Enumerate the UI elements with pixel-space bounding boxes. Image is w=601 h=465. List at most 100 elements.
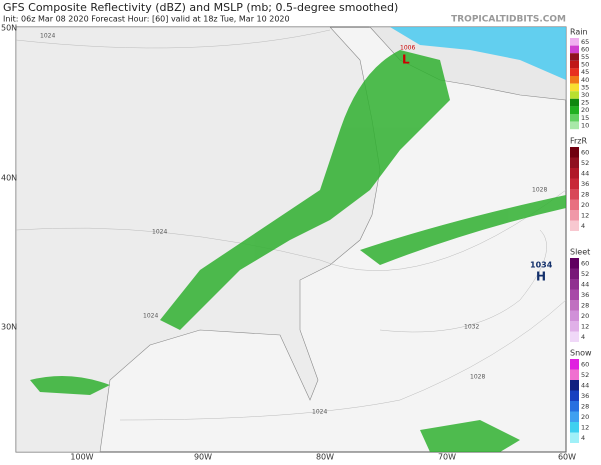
legend-swatch — [570, 331, 579, 342]
legend-swatch — [570, 411, 579, 422]
legend-label: 28 — [581, 402, 589, 410]
legend-label: 12 — [581, 322, 589, 330]
legend-swatch — [570, 321, 579, 332]
legend-swatch — [570, 380, 579, 391]
legend-swatch — [570, 106, 579, 114]
isobar-label: 1024 — [312, 409, 327, 416]
lon-label: 60W — [558, 453, 576, 462]
legend-label: 4 — [581, 333, 585, 341]
lon-label: 70W — [438, 453, 456, 462]
legend-swatch — [570, 279, 579, 290]
isobar-label: 1024 — [152, 229, 167, 236]
lon-label: 80W — [316, 453, 334, 462]
precip-snow — [390, 27, 566, 80]
legend-swatch — [570, 422, 579, 433]
legend-label: 60 — [581, 259, 589, 267]
legend-swatch — [570, 199, 579, 210]
legend-label: 10 — [581, 121, 589, 129]
legend-label: 44 — [581, 381, 589, 389]
legend-swatch — [570, 157, 579, 168]
legend-swatch — [570, 390, 579, 401]
legend-swatch — [570, 98, 579, 107]
legend-label: 60 — [581, 45, 589, 53]
legend-label: 36 — [581, 392, 589, 400]
legend-label: 50 — [581, 61, 589, 69]
legend-swatch — [570, 432, 579, 443]
legend-label: 12 — [581, 423, 589, 431]
title: GFS Composite Reflectivity (dBZ) and MSL… — [3, 1, 398, 14]
legend-label: 25 — [581, 99, 589, 107]
legend-title: Rain — [570, 28, 588, 37]
legend-label: 20 — [581, 413, 589, 421]
lon-label: 100W — [70, 453, 93, 462]
legend-swatch — [570, 83, 579, 92]
legend-label: 65 — [581, 38, 589, 46]
legend-swatch — [570, 76, 579, 84]
high-pressure: 1034 — [530, 261, 553, 270]
legend-title: Snow — [570, 349, 592, 358]
legend-swatch — [570, 401, 579, 412]
legend-label: 4 — [581, 222, 585, 230]
watermark: TROPICALTIDBITS.COM — [451, 15, 566, 25]
isobar-label: 1032 — [464, 324, 479, 331]
isobar-label: 1028 — [470, 374, 485, 381]
legend-swatch — [570, 147, 579, 158]
legend-label: 44 — [581, 280, 589, 288]
subtitle: Init: 06z Mar 08 2020 Forecast Hour: [60… — [3, 15, 290, 24]
lat-label: 50N — [1, 24, 17, 33]
legend-label: 52 — [581, 159, 589, 167]
legend-label: 45 — [581, 68, 589, 76]
legend-swatch — [570, 38, 579, 46]
legend-label: 44 — [581, 169, 589, 177]
legend-swatch — [570, 178, 579, 189]
legend-label: 20 — [581, 201, 589, 209]
legend-label: 28 — [581, 190, 589, 198]
legend-label: 36 — [581, 291, 589, 299]
isobar-label: 1024 — [40, 33, 55, 40]
isobars — [15, 29, 567, 421]
legend-swatch — [570, 310, 579, 321]
legend-swatch — [570, 114, 579, 122]
legend-swatch — [570, 45, 579, 54]
legend-label: 4 — [581, 434, 585, 442]
legend-label: 15 — [581, 114, 589, 122]
legend-label: 52 — [581, 270, 589, 278]
lat-label: 30N — [1, 323, 17, 332]
legend-title: Sleet — [570, 248, 590, 257]
legend-swatch — [570, 189, 579, 200]
legend-label: 40 — [581, 76, 589, 84]
legend-swatch — [570, 359, 579, 370]
legend-label: 60 — [581, 360, 589, 368]
legend-swatch — [570, 369, 579, 380]
legend-swatch — [570, 60, 579, 69]
legend-label: 12 — [581, 211, 589, 219]
legend-label: 36 — [581, 180, 589, 188]
isobar-label: 1024 — [143, 313, 158, 320]
legend-swatch — [570, 121, 579, 130]
legend-swatch — [570, 168, 579, 179]
legend-label: 35 — [581, 83, 589, 91]
legend-swatch — [570, 91, 579, 99]
legend-swatch — [570, 268, 579, 279]
lon-label: 90W — [194, 453, 212, 462]
legend-swatch — [570, 68, 579, 76]
legend-swatch — [570, 300, 579, 311]
isobar-label: 1028 — [532, 187, 547, 194]
legend-label: 20 — [581, 312, 589, 320]
lat-label: 40N — [1, 174, 17, 183]
high-symbol: H — [536, 270, 546, 284]
legend-title: FrzR — [570, 137, 588, 146]
precip-rain — [30, 50, 566, 452]
legend-label: 60 — [581, 148, 589, 156]
legend-swatch — [570, 258, 579, 269]
low-symbol: L — [402, 53, 410, 67]
legend-label: 30 — [581, 91, 589, 99]
legend-label: 20 — [581, 106, 589, 114]
legend-swatch — [570, 53, 579, 61]
low-pressure: 1006 — [400, 45, 415, 52]
legend-label: 28 — [581, 301, 589, 309]
legend-label: 52 — [581, 371, 589, 379]
legend-swatch — [570, 220, 579, 231]
